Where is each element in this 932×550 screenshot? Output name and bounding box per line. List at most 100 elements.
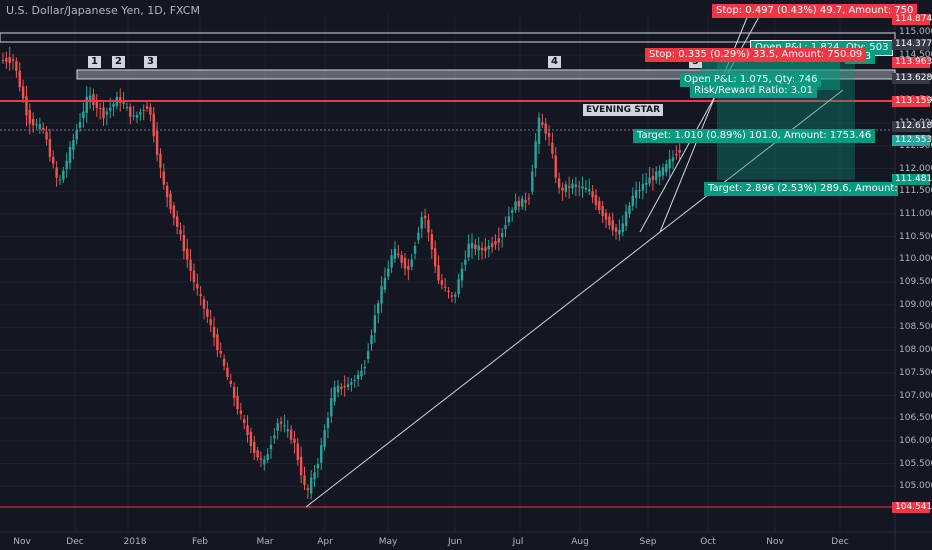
candle-body: [480, 247, 484, 251]
candle-body: [132, 115, 135, 117]
candle-body: [504, 225, 507, 230]
candle-body: [675, 154, 678, 156]
candle-body: [162, 171, 165, 185]
y-tick-label: 111.000: [899, 208, 932, 219]
candle-body: [105, 111, 109, 115]
candle-body: [380, 286, 383, 304]
risk-reward-label: Risk/Reward Ratio: 3.01: [690, 84, 818, 98]
candle-body: [299, 456, 303, 476]
candle-body: [484, 247, 487, 251]
candle-body: [31, 118, 35, 126]
candle-body: [25, 96, 28, 116]
candle-body: [18, 70, 21, 88]
candle-body: [544, 123, 547, 134]
candle-body: [109, 107, 112, 111]
candle-body: [507, 216, 511, 223]
x-tick-label: 2018: [123, 537, 147, 547]
candle-body: [614, 227, 618, 232]
candle-body: [437, 265, 440, 281]
candle-body: [353, 379, 356, 381]
candle-body: [494, 241, 497, 245]
candle-body: [1, 59, 5, 61]
candle-body: [256, 450, 259, 458]
candle-body: [246, 425, 249, 435]
candle-body: [678, 149, 681, 153]
candle-body: [92, 94, 95, 106]
candle-body: [232, 386, 236, 399]
candle-body: [671, 157, 675, 162]
candle-body: [608, 216, 611, 226]
pattern-label: 3: [144, 56, 157, 68]
candle-body: [279, 421, 283, 424]
candle-body: [497, 238, 500, 243]
candle-body: [129, 106, 132, 117]
candle-body: [423, 215, 427, 219]
candle-body: [628, 205, 631, 214]
candle-body: [557, 178, 561, 188]
candle-body: [631, 195, 634, 207]
candle-body: [444, 286, 447, 288]
price-tag: 104.541: [892, 502, 932, 513]
candle-body: [397, 253, 400, 256]
candle-body: [370, 335, 373, 345]
x-tick-label: Jun: [447, 537, 463, 547]
open-pnl-label: Open P&L: 1.075, Qty: 746: [680, 73, 822, 87]
candle-body: [209, 319, 212, 326]
candle-body: [55, 167, 58, 178]
candle-body: [310, 477, 313, 494]
candle-body: [454, 294, 457, 297]
x-tick-label: Nov: [13, 537, 31, 547]
candle-body: [521, 198, 524, 207]
candle-body: [661, 167, 665, 176]
candle-body: [624, 211, 628, 226]
y-tick-label: 110.000: [899, 254, 932, 265]
candle-body: [611, 220, 614, 231]
candle-body: [159, 153, 162, 168]
candle-body: [112, 103, 115, 107]
candle-body: [527, 198, 531, 200]
candle-body: [336, 385, 340, 393]
x-tick-label: Sep: [639, 537, 657, 547]
candle-body: [263, 459, 266, 465]
candle-body: [537, 117, 541, 144]
candle-body: [487, 245, 490, 250]
candle-body: [390, 255, 393, 268]
candle-body: [340, 386, 343, 390]
candle-body: [52, 157, 55, 164]
candle-body: [350, 382, 353, 385]
candle-body: [186, 248, 189, 260]
candle-body: [135, 114, 139, 118]
candle-body: [591, 191, 594, 198]
candle-body: [621, 223, 624, 232]
candle-body: [648, 177, 651, 184]
trend-line: [305, 89, 844, 508]
candle-body: [155, 130, 159, 155]
candle-body: [249, 431, 253, 447]
candle-body: [182, 235, 186, 251]
y-tick-label: 108.500: [899, 322, 932, 333]
candle-body: [403, 258, 407, 269]
candle-body: [169, 193, 172, 210]
x-tick-label: Apr: [317, 537, 333, 547]
candle-body: [62, 170, 65, 180]
candle-body: [604, 212, 608, 220]
candle-body: [634, 190, 638, 199]
y-tick-label: 109.500: [899, 277, 932, 287]
candle-body: [356, 374, 360, 379]
candle-body: [333, 387, 336, 402]
candle-body: [581, 186, 584, 189]
price-tag: 114.377: [892, 39, 932, 50]
y-tick-label: 106.500: [899, 413, 932, 424]
candle-body: [139, 112, 142, 115]
candle-body: [202, 299, 206, 309]
candle-body: [35, 124, 38, 126]
candle-body: [460, 268, 464, 281]
price-tag: 113.628: [892, 73, 932, 84]
candle-body: [554, 155, 557, 178]
candle-body: [601, 206, 604, 217]
candle-body: [226, 367, 229, 377]
candle-body: [417, 232, 420, 241]
candle-body: [641, 183, 645, 191]
candle-body: [447, 290, 450, 292]
